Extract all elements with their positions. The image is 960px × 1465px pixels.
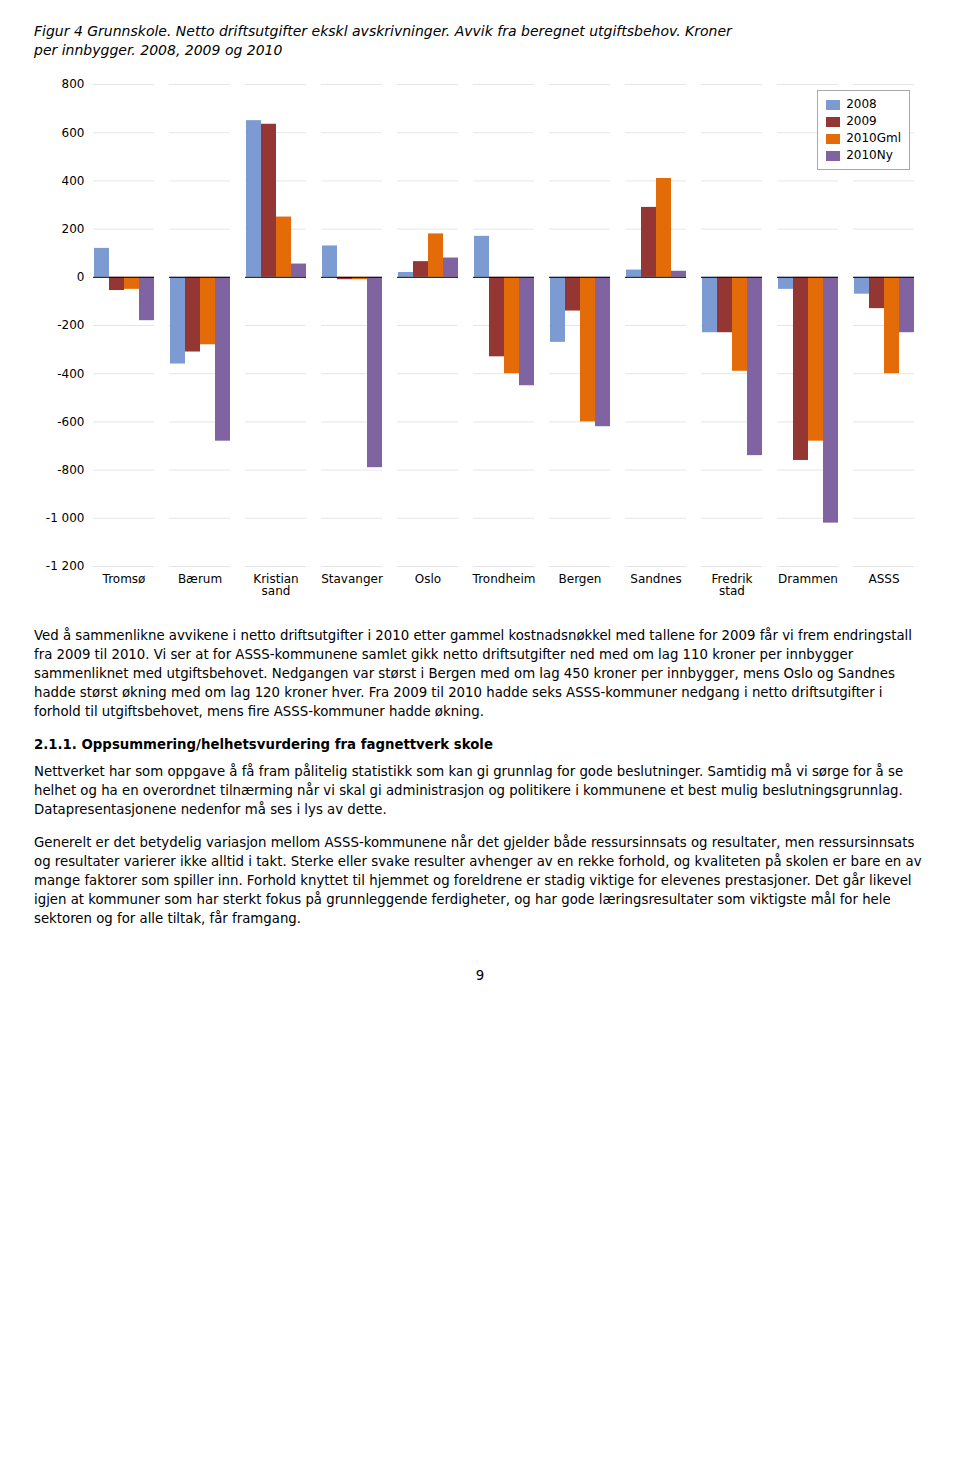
svg-text:Stavanger: Stavanger [321, 572, 383, 586]
svg-text:-200: -200 [57, 318, 84, 332]
html-text:2008: 2008 [846, 97, 877, 111]
svg-text:Sandnes: Sandnes [630, 572, 681, 586]
svg-text:-1 200: -1 200 [46, 559, 85, 573]
html-text:2010Gml: 2010Gml [846, 131, 901, 145]
svg-text:800: 800 [62, 77, 85, 91]
svg-text:-600: -600 [57, 415, 84, 429]
svg-text:Drammen: Drammen [778, 572, 838, 586]
html-text:9: 9 [475, 968, 485, 983]
html-text:2009: 2009 [846, 114, 877, 128]
html-text:Ved å sammenlikne avvikene i n: Ved å sammenlikne avvikene i netto drift… [34, 628, 912, 719]
svg-text:Fredrikstad: Fredrikstad [712, 572, 753, 598]
svg-text:Bærum: Bærum [178, 572, 222, 586]
html-text:Nettverket har som oppgave å f: Nettverket har som oppgave å få fram pål… [34, 764, 904, 817]
svg-text:ASSS: ASSS [868, 572, 899, 586]
svg-text:Trondheim: Trondheim [472, 572, 536, 586]
svg-text:-800: -800 [57, 463, 84, 477]
html-text:Generelt er det betydelig vari: Generelt er det betydelig variasjon mell… [34, 835, 922, 926]
svg-text:0: 0 [77, 270, 85, 284]
svg-text:-400: -400 [57, 367, 84, 381]
svg-text:Bergen: Bergen [559, 572, 602, 586]
svg-text:Tromsø: Tromsø [102, 572, 146, 586]
html-text:Figur 4 Grunnskole. Netto drif: Figur 4 Grunnskole. Netto driftsutgifter… [34, 23, 732, 58]
svg-text:200: 200 [62, 222, 85, 236]
svg-text:400: 400 [62, 174, 85, 188]
html-text:2010Ny: 2010Ny [846, 148, 893, 162]
html-text:2.1.1. Oppsummering/helhetsvur: 2.1.1. Oppsummering/helhetsvurdering fra… [34, 737, 493, 752]
svg-text:Kristiansand: Kristiansand [253, 572, 298, 598]
svg-text:-1 000: -1 000 [46, 511, 85, 525]
svg-text:Oslo: Oslo [415, 572, 441, 586]
svg-text:600: 600 [62, 126, 85, 140]
